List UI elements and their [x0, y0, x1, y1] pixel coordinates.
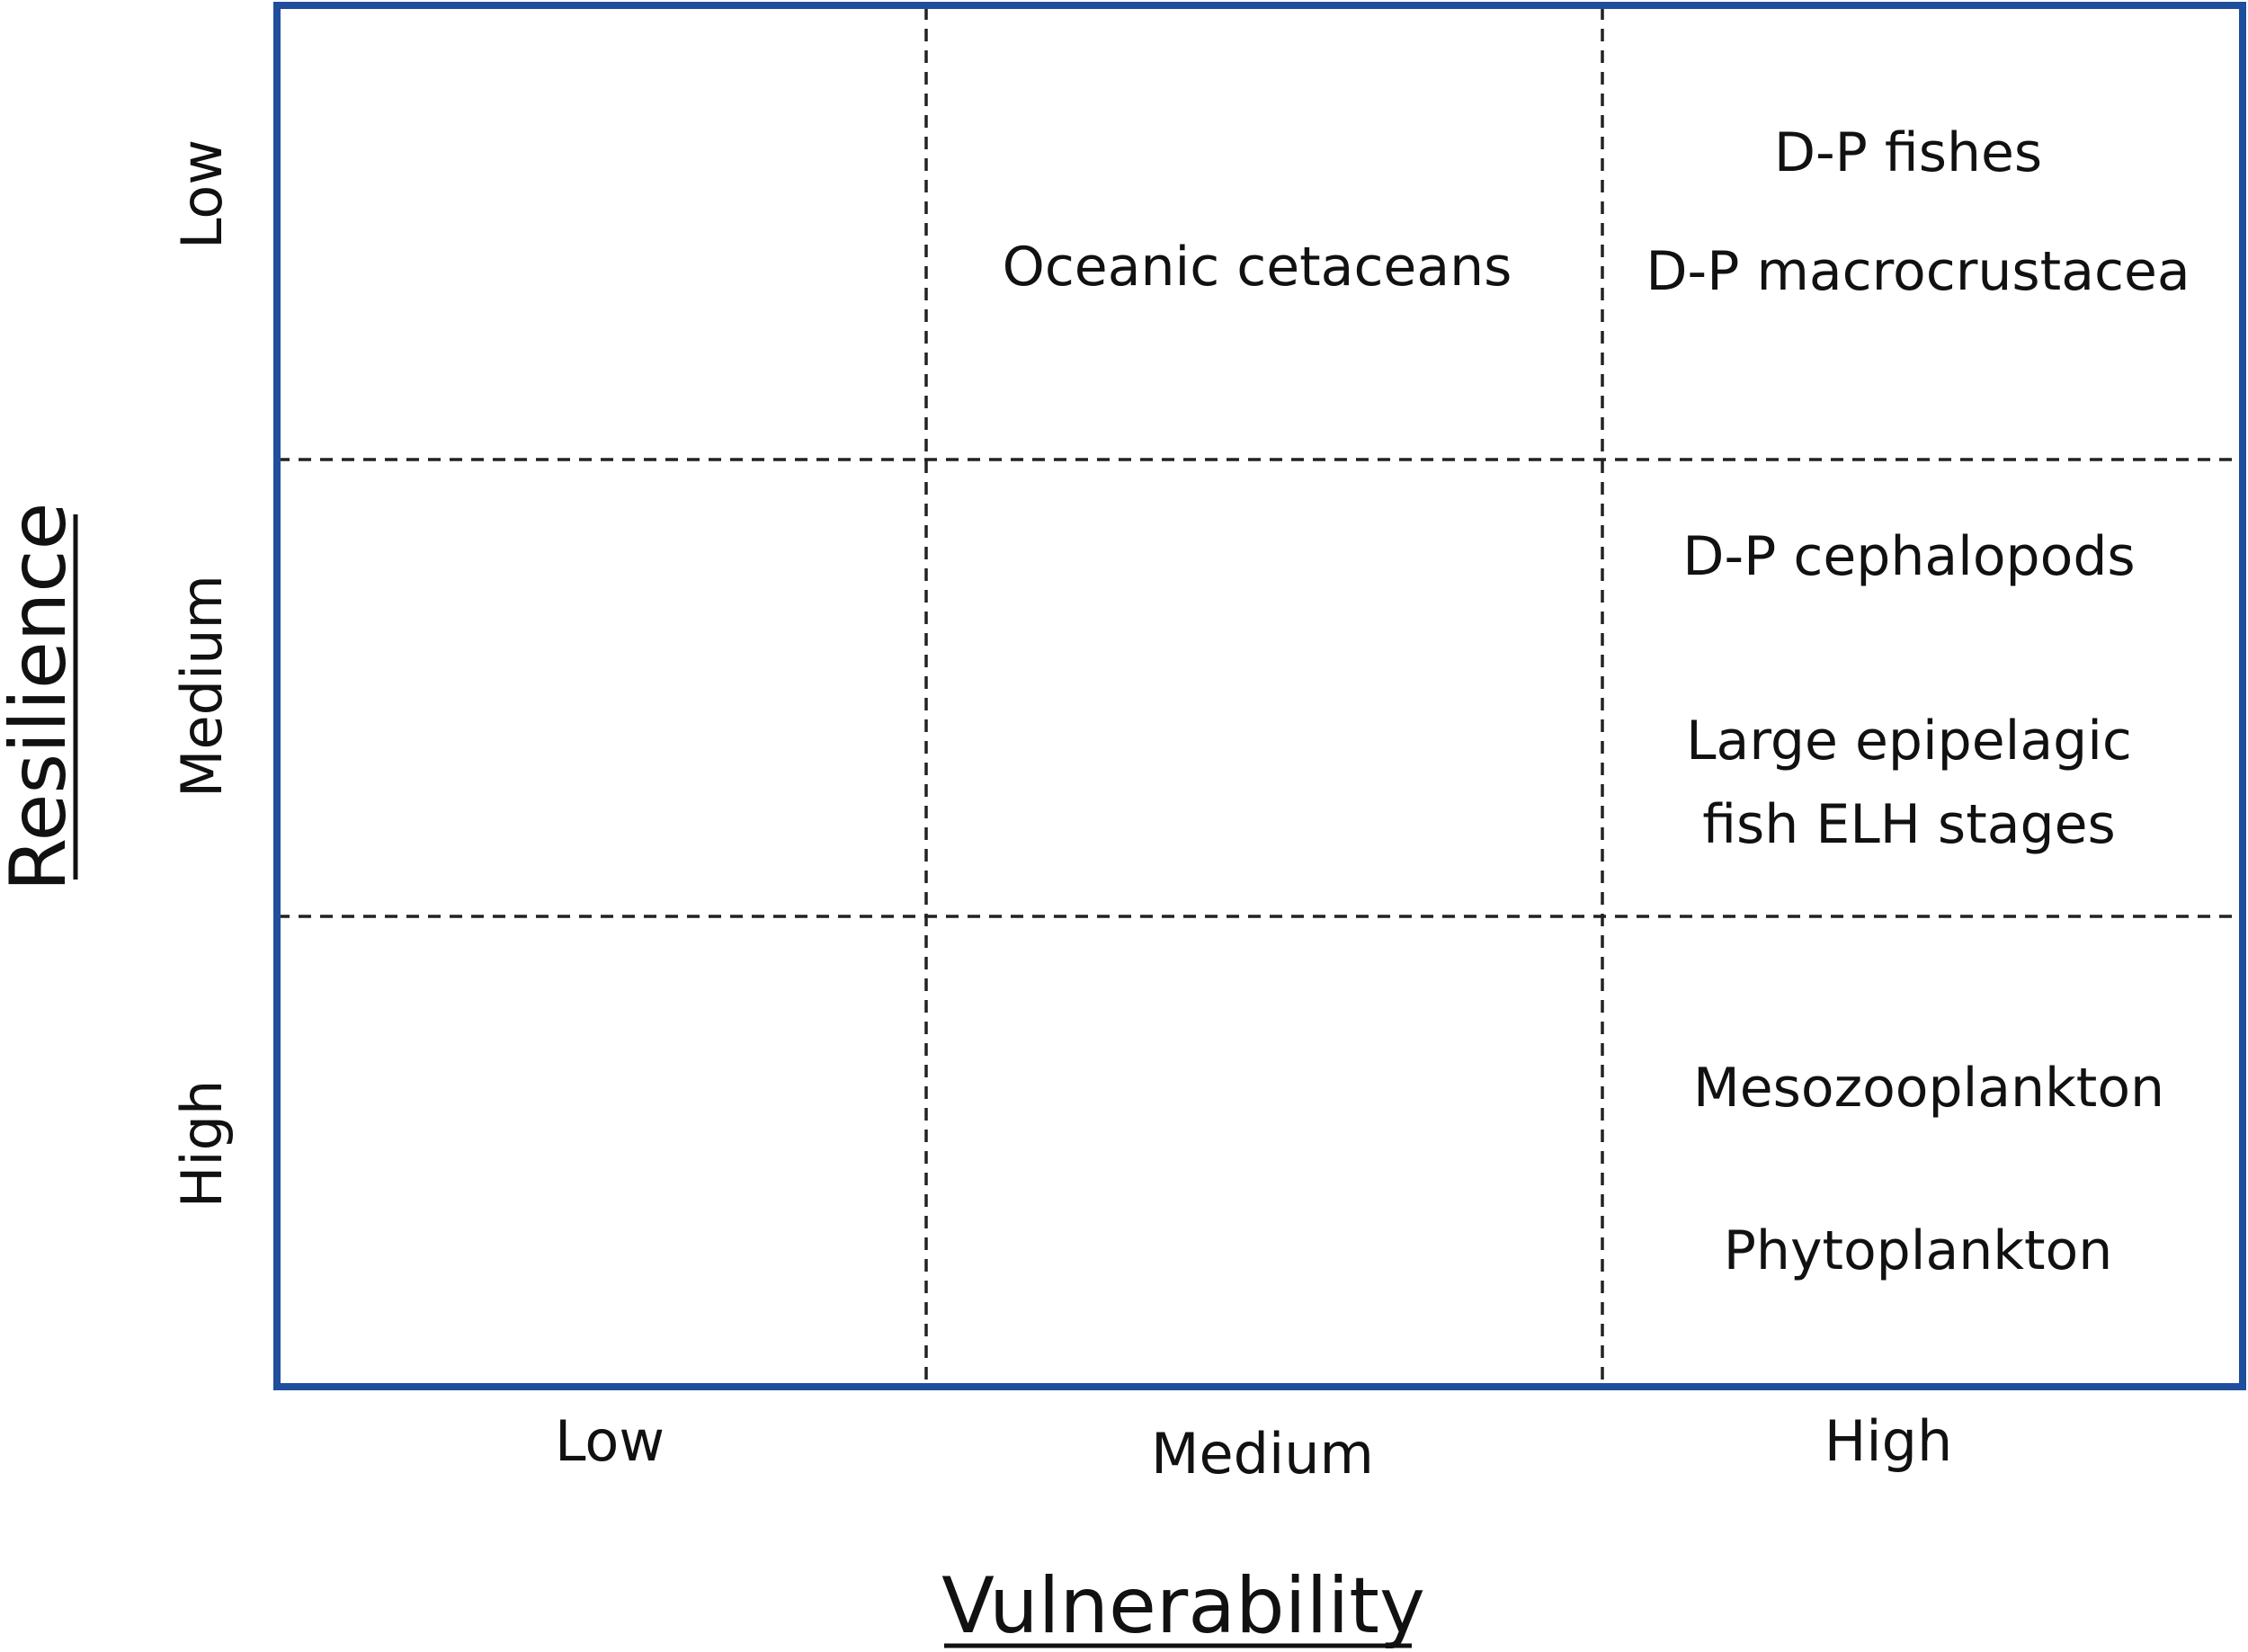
- cell-text-oceanic-cetaceans: Oceanic cetaceans: [1003, 236, 1512, 299]
- cell-text-dp-macrocrustacea: D-P macrocrustacea: [1646, 240, 2190, 303]
- cell-text-fish-elh-stages: fish ELH stages: [1702, 793, 2116, 856]
- x-level-high: High: [1824, 1408, 1953, 1474]
- x-level-medium: Medium: [1151, 1421, 1374, 1487]
- matrix-frame: [273, 2, 2246, 1390]
- cell-text-dp-cephalopods: D-P cephalopods: [1682, 525, 2135, 588]
- cell-text-large-epipelagic: Large epipelagic: [1686, 710, 2132, 772]
- cell-text-mesozooplankton: Mesozooplankton: [1693, 1057, 2164, 1120]
- y-level-low: Low: [169, 139, 235, 249]
- y-axis-title: Resilience: [0, 503, 84, 892]
- y-level-medium: Medium: [169, 575, 235, 798]
- y-level-high: High: [169, 1080, 235, 1209]
- cell-text-dp-fishes: D-P fishes: [1774, 121, 2042, 184]
- cell-text-phytoplankton: Phytoplankton: [1724, 1219, 2113, 1282]
- x-level-low: Low: [555, 1408, 665, 1474]
- x-axis-title: Vulnerability: [941, 1561, 1425, 1651]
